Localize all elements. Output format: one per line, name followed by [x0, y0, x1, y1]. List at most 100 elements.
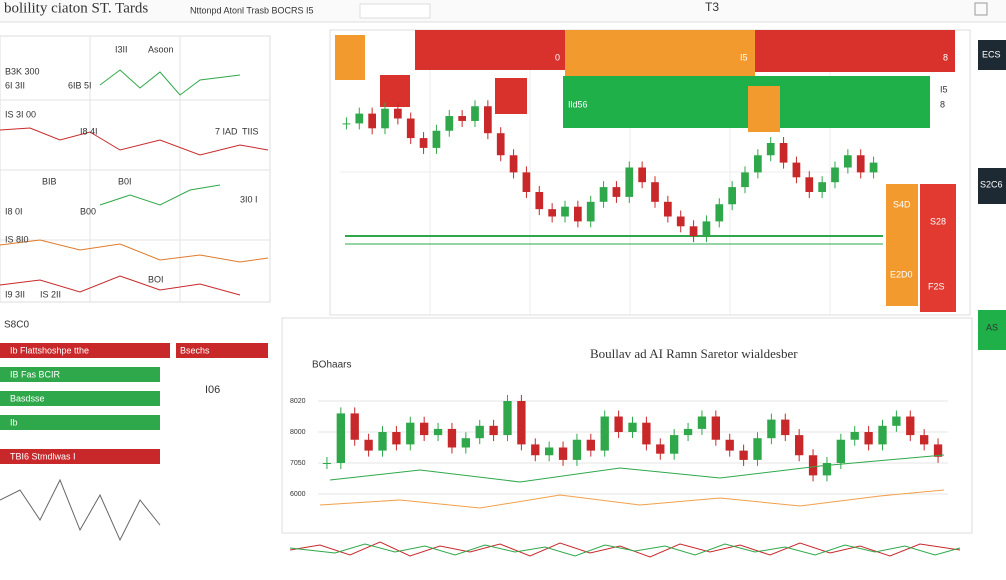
block	[380, 75, 410, 107]
panel-label: 3I0 I	[240, 194, 258, 204]
block-label: Ild56	[568, 99, 588, 109]
candle	[545, 447, 554, 456]
side-label: E2D0	[890, 269, 913, 279]
candle	[392, 432, 401, 445]
candle	[651, 182, 659, 202]
right-card	[978, 40, 1006, 70]
panel-label: B00	[80, 206, 96, 216]
side-label: S28	[930, 216, 946, 226]
right-label: ECS	[982, 49, 1001, 59]
action-bar	[176, 343, 268, 358]
candle	[342, 123, 351, 125]
block-label: 0	[555, 52, 560, 62]
side-label: F2S	[928, 281, 945, 291]
action-label: Ib Flattshoshpe tthe	[10, 345, 89, 355]
header-tab[interactable]: T3	[705, 0, 719, 14]
candle	[781, 419, 790, 436]
candle	[614, 416, 623, 432]
candle	[795, 435, 804, 456]
side-panel	[920, 184, 956, 312]
candle	[715, 204, 724, 222]
side-panel	[886, 184, 918, 306]
candle	[406, 118, 415, 139]
candle	[844, 155, 852, 168]
candle	[920, 435, 929, 445]
candle	[420, 422, 429, 436]
panel-label: I8 0I	[5, 206, 23, 216]
candle	[522, 172, 531, 192]
mini-line	[99, 69, 241, 96]
candle	[766, 143, 775, 156]
candle	[689, 226, 698, 237]
candle	[741, 172, 749, 188]
candle	[933, 444, 943, 457]
candle	[447, 428, 457, 448]
block-label: 8	[940, 99, 945, 109]
panel-label: TIIS	[242, 126, 259, 136]
panel-label: 6I 3II	[5, 80, 25, 90]
candle	[753, 438, 762, 460]
y-tick-label: 7050	[290, 460, 306, 467]
candle	[864, 432, 873, 445]
candle	[535, 192, 544, 210]
action-bar[interactable]	[0, 449, 160, 464]
block	[748, 86, 780, 132]
candle	[381, 108, 389, 129]
candle	[509, 155, 518, 173]
candle	[711, 416, 720, 440]
candle	[433, 428, 443, 436]
panel-label: I9 3II	[5, 289, 25, 299]
block-label: I5	[940, 84, 948, 94]
candle	[445, 116, 454, 131]
action-bar[interactable]	[0, 343, 170, 358]
signal-line	[329, 454, 945, 483]
candle	[638, 167, 646, 183]
bottom-chart-frame	[281, 317, 973, 534]
candle	[697, 416, 707, 429]
candle	[503, 401, 512, 436]
action-bar[interactable]	[0, 415, 160, 430]
candle	[702, 221, 711, 237]
candle	[805, 177, 814, 192]
panel-label: I3II	[115, 44, 128, 54]
action-label: Bsechs	[180, 345, 210, 355]
action-bar[interactable]	[0, 391, 160, 406]
candle	[600, 416, 609, 451]
candle	[586, 439, 595, 451]
candle	[419, 138, 428, 148]
candle	[683, 428, 693, 436]
candle	[484, 106, 492, 134]
signal-line	[319, 489, 945, 509]
y-tick-label: 8000	[290, 429, 306, 436]
panel-label: Asoon	[148, 44, 174, 54]
candle	[676, 216, 685, 227]
candle	[378, 432, 387, 451]
candle	[599, 187, 608, 202]
block	[335, 35, 365, 80]
candle	[489, 425, 498, 436]
candle	[612, 187, 621, 197]
caption: S8C0	[4, 320, 29, 331]
right-label: S2C6	[980, 179, 1003, 189]
panel-label: IS 8I0	[5, 234, 29, 244]
candle	[461, 438, 470, 448]
candle	[586, 201, 595, 222]
right-label: AS	[986, 322, 998, 332]
search-box[interactable]	[359, 3, 431, 19]
candle	[779, 143, 788, 163]
panel-label: 7 IAD	[215, 126, 238, 136]
strip-line	[289, 543, 961, 557]
candle	[754, 155, 762, 173]
candle	[670, 435, 679, 454]
menu-icon[interactable]	[974, 2, 988, 16]
candle	[572, 439, 582, 460]
candle	[336, 413, 345, 463]
block	[415, 30, 565, 70]
action-bar[interactable]	[0, 367, 160, 382]
candle	[878, 425, 887, 445]
candle	[869, 162, 878, 173]
block	[563, 76, 930, 128]
action-label: IB Fas BCIR	[10, 369, 61, 379]
candle	[656, 444, 665, 454]
candle	[394, 108, 402, 119]
